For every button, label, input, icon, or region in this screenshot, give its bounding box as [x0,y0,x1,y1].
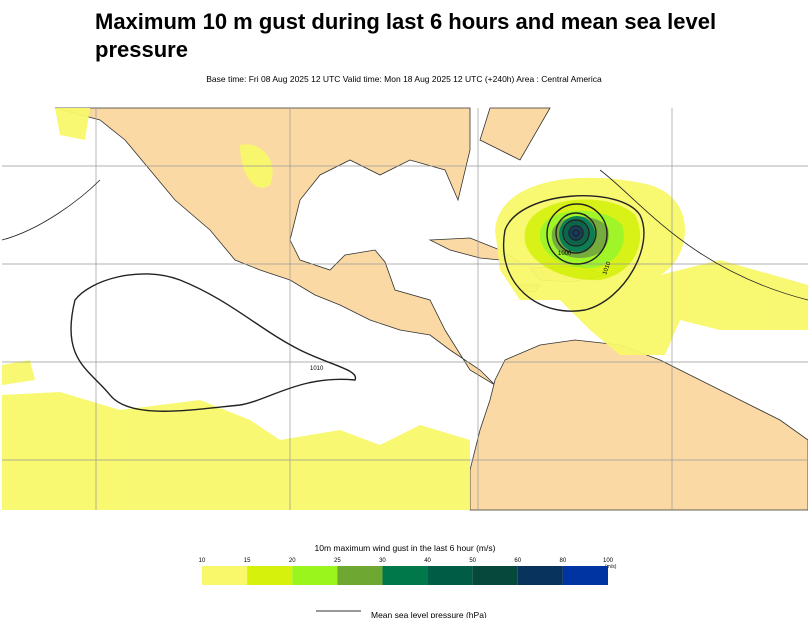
colorbar-tick: 15 [244,558,251,564]
colorbar-box [337,566,383,585]
colorbar-tick: 100 [603,558,614,564]
map: 1010 1000 1010 [1,107,808,511]
colorbar-box [292,566,338,585]
title: Maximum 10 m gust during last 6 hours an… [95,9,717,62]
colorbar-box [427,566,473,585]
colorbar-box [472,566,518,585]
colorbar-tick: 30 [379,558,386,564]
contour-label: 1010 [602,260,612,275]
contour-label: 1000 [558,251,572,257]
colorbar-unit: (m/s) [605,564,617,570]
colorbar-tick: 80 [560,558,567,564]
colorbar-label: 10m maximum wind gust in the last 6 hour… [315,543,496,553]
colorbar-box [247,566,293,585]
legend-label: Mean sea level pressure (hPa) [371,610,487,618]
colorbar-tick: 25 [334,558,341,564]
colorbar-tick: 40 [424,558,431,564]
contour-label: 1010 [310,366,324,372]
colorbar-box [202,566,248,585]
colorbar-tick: 50 [469,558,476,564]
colorbar-box [382,566,428,585]
colorbar-box [562,566,608,585]
colorbar-box [517,566,563,585]
colorbar-tick: 20 [289,558,296,564]
colorbar: 10 15 20 25 30 40 50 60 80 100 [199,558,614,585]
colorbar-tick: 60 [514,558,521,564]
colorbar-tick: 10 [199,558,206,564]
subtitle: Base time: Fri 08 Aug 2025 12 UTC Valid … [206,74,602,84]
